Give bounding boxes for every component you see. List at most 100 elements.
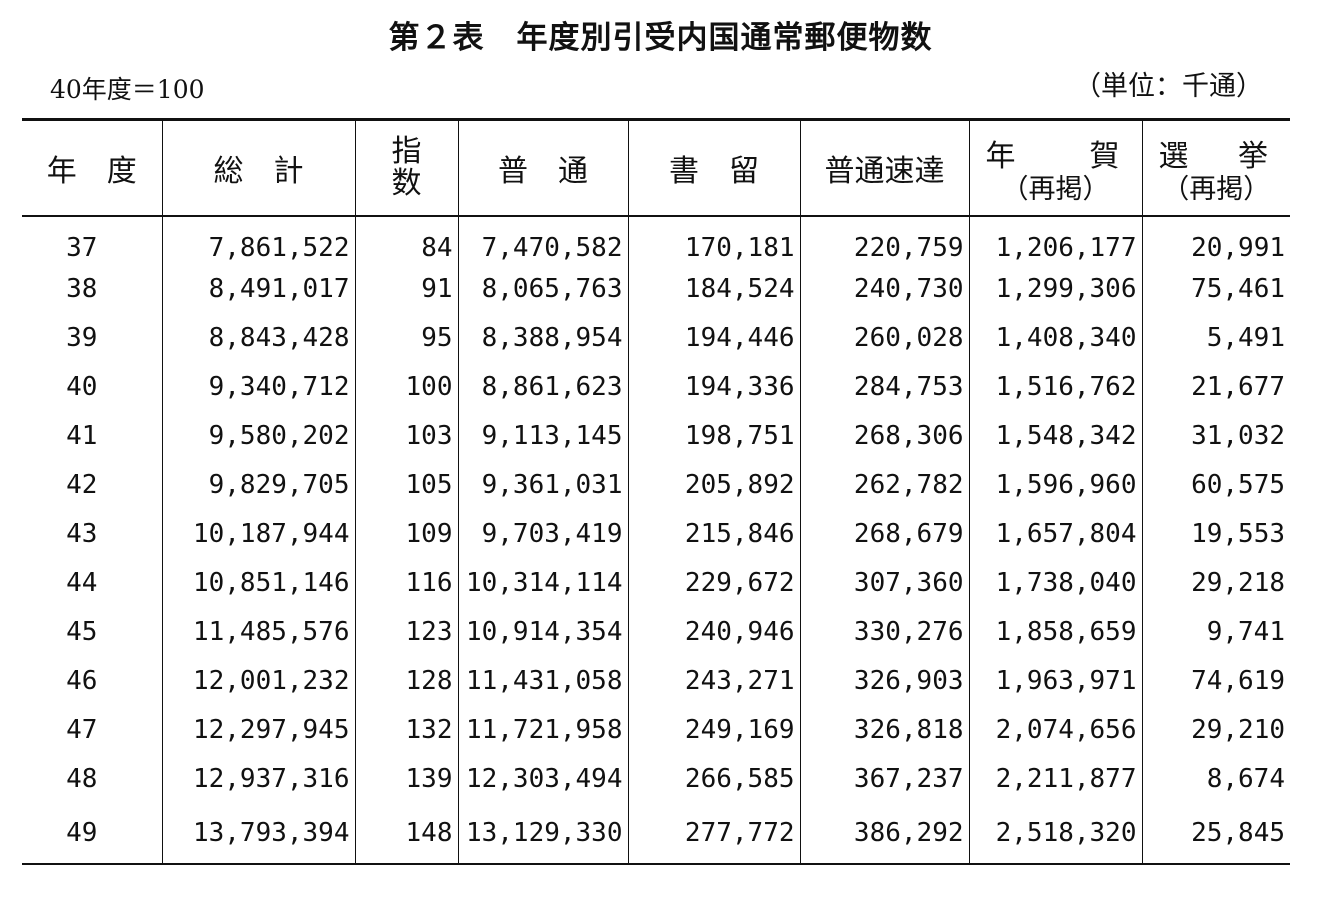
cell-nenga: 1,516,762 xyxy=(968,362,1142,412)
cell-year: 43 xyxy=(66,519,98,549)
cell-year: 41 xyxy=(66,421,98,451)
cell-total: 13,793,394 xyxy=(161,803,355,865)
cell-index: 116 xyxy=(354,558,458,608)
cell-nenga: 1,548,342 xyxy=(968,411,1142,461)
cell-nenga: 1,963,971 xyxy=(968,656,1142,706)
cell-year: 47 xyxy=(66,715,98,745)
table-title: 第２表 年度別引受内国通常郵便物数 xyxy=(388,20,933,56)
cell-total: 10,187,944 xyxy=(161,509,355,559)
cell-year: 38 xyxy=(66,274,98,304)
cell-index: 103 xyxy=(354,411,458,461)
cell-total: 8,843,428 xyxy=(161,313,355,363)
header-nenga-char2: 賀 xyxy=(1089,138,1120,174)
cell-registered: 243,271 xyxy=(627,656,800,706)
table-row: 48 12,937,316 139 12,303,494 266,585 367,237 2… xyxy=(22,754,1290,804)
cell-year: 48 xyxy=(66,764,98,794)
cell-express: 326,903 xyxy=(799,656,969,706)
cell-express: 326,818 xyxy=(799,705,969,755)
cell-registered: 184,524 xyxy=(627,264,800,314)
cell-registered: 205,892 xyxy=(627,460,800,510)
cell-ordinary: 8,065,763 xyxy=(457,264,628,314)
cell-express: 268,306 xyxy=(799,411,969,461)
cell-year: 44 xyxy=(66,568,98,598)
cell-index: 95 xyxy=(354,313,458,363)
header-nenga-title: 年 賀 xyxy=(970,131,1142,175)
header-registered: 書 留 xyxy=(627,118,800,217)
header-nenga-sub: （再掲） xyxy=(1001,173,1110,205)
cell-express: 284,753 xyxy=(799,362,969,412)
cell-index: 100 xyxy=(354,362,458,412)
header-index: 指 数 xyxy=(354,118,458,217)
cell-senkyo: 25,845 xyxy=(1141,803,1290,865)
cell-nenga: 1,738,040 xyxy=(968,558,1142,608)
cell-ordinary: 9,113,145 xyxy=(457,411,628,461)
cell-ordinary: 10,314,114 xyxy=(457,558,628,608)
cell-registered: 229,672 xyxy=(627,558,800,608)
header-total: 総 計 xyxy=(161,118,355,217)
cell-registered: 240,946 xyxy=(627,607,800,657)
cell-total: 12,001,232 xyxy=(161,656,355,706)
header-senkyo-char2: 挙 xyxy=(1238,138,1268,174)
cell-senkyo: 75,461 xyxy=(1141,264,1290,314)
cell-nenga: 2,074,656 xyxy=(968,705,1142,755)
cell-total: 9,340,712 xyxy=(161,362,355,412)
cell-nenga: 1,657,804 xyxy=(968,509,1142,559)
cell-senkyo: 29,210 xyxy=(1141,705,1290,755)
cell-senkyo: 21,677 xyxy=(1141,362,1290,412)
table-row: 37 7,861,522 84 7,470,582 170,181 220,759 1,20… xyxy=(22,215,1290,265)
cell-senkyo: 19,553 xyxy=(1141,509,1290,559)
cell-senkyo: 9,741 xyxy=(1141,607,1290,657)
header-senkyo-sub: （再掲） xyxy=(1162,173,1271,205)
mail-volume-table: 年 度 総 計 指 数 普 通 書 留 普通速達 年 賀 （再掲） 選 挙 xyxy=(22,118,1290,865)
cell-index: 84 xyxy=(354,215,458,265)
cell-registered: 215,846 xyxy=(627,509,800,559)
cell-express: 260,028 xyxy=(799,313,969,363)
cell-year: 40 xyxy=(66,372,98,402)
cell-ordinary: 11,721,958 xyxy=(457,705,628,755)
cell-senkyo: 8,674 xyxy=(1141,754,1290,804)
cell-total: 11,485,576 xyxy=(161,607,355,657)
cell-registered: 277,772 xyxy=(627,803,800,865)
cell-year: 49 xyxy=(22,803,162,865)
table-row: 38 8,491,017 91 8,065,763 184,524 240,730 1,29… xyxy=(22,264,1290,314)
cell-express: 268,679 xyxy=(799,509,969,559)
table-row: 46 12,001,232 128 11,431,058 243,271 326,903 1… xyxy=(22,656,1290,706)
cell-express: 262,782 xyxy=(799,460,969,510)
cell-total: 9,580,202 xyxy=(161,411,355,461)
cell-total: 7,861,522 xyxy=(161,215,355,265)
cell-index: 105 xyxy=(354,460,458,510)
cell-ordinary: 12,303,494 xyxy=(457,754,628,804)
cell-index: 91 xyxy=(354,264,458,314)
cell-total: 10,851,146 xyxy=(161,558,355,608)
cell-total: 12,297,945 xyxy=(161,705,355,755)
base-year-note: 40年度＝100 xyxy=(50,75,205,104)
cell-nenga: 1,408,340 xyxy=(968,313,1142,363)
header-index-line2: 数 xyxy=(391,165,422,201)
header-year-label: 年 度 xyxy=(46,153,137,189)
unit-note: （単位：千通） xyxy=(1074,71,1263,102)
cell-senkyo: 60,575 xyxy=(1141,460,1290,510)
cell-ordinary: 10,914,354 xyxy=(457,607,628,657)
cell-ordinary: 11,431,058 xyxy=(457,656,628,706)
cell-nenga: 1,299,306 xyxy=(968,264,1142,314)
table-row: 43 10,187,944 109 9,703,419 215,846 268,679 1,… xyxy=(22,509,1290,559)
header-year: 年 度 xyxy=(22,118,162,217)
header-nenga-char1: 年 xyxy=(985,138,1016,174)
cell-senkyo: 74,619 xyxy=(1141,656,1290,706)
cell-senkyo: 5,491 xyxy=(1141,313,1290,363)
cell-express: 240,730 xyxy=(799,264,969,314)
cell-senkyo: 20,991 xyxy=(1141,215,1290,265)
cell-express: 307,360 xyxy=(799,558,969,608)
cell-total: 8,491,017 xyxy=(161,264,355,314)
header-registered-label: 書 留 xyxy=(669,153,759,189)
cell-registered: 249,169 xyxy=(627,705,800,755)
cell-ordinary: 9,703,419 xyxy=(457,509,628,559)
cell-registered: 194,446 xyxy=(627,313,800,363)
cell-ordinary: 9,361,031 xyxy=(457,460,628,510)
cell-index: 109 xyxy=(354,509,458,559)
cell-year: 45 xyxy=(66,617,98,647)
cell-year: 46 xyxy=(66,666,98,696)
header-express-label: 普通速達 xyxy=(824,153,945,189)
table-row: 45 11,485,576 123 10,914,354 240,946 330,276 1… xyxy=(22,607,1290,657)
header-total-label: 総 計 xyxy=(213,153,304,189)
